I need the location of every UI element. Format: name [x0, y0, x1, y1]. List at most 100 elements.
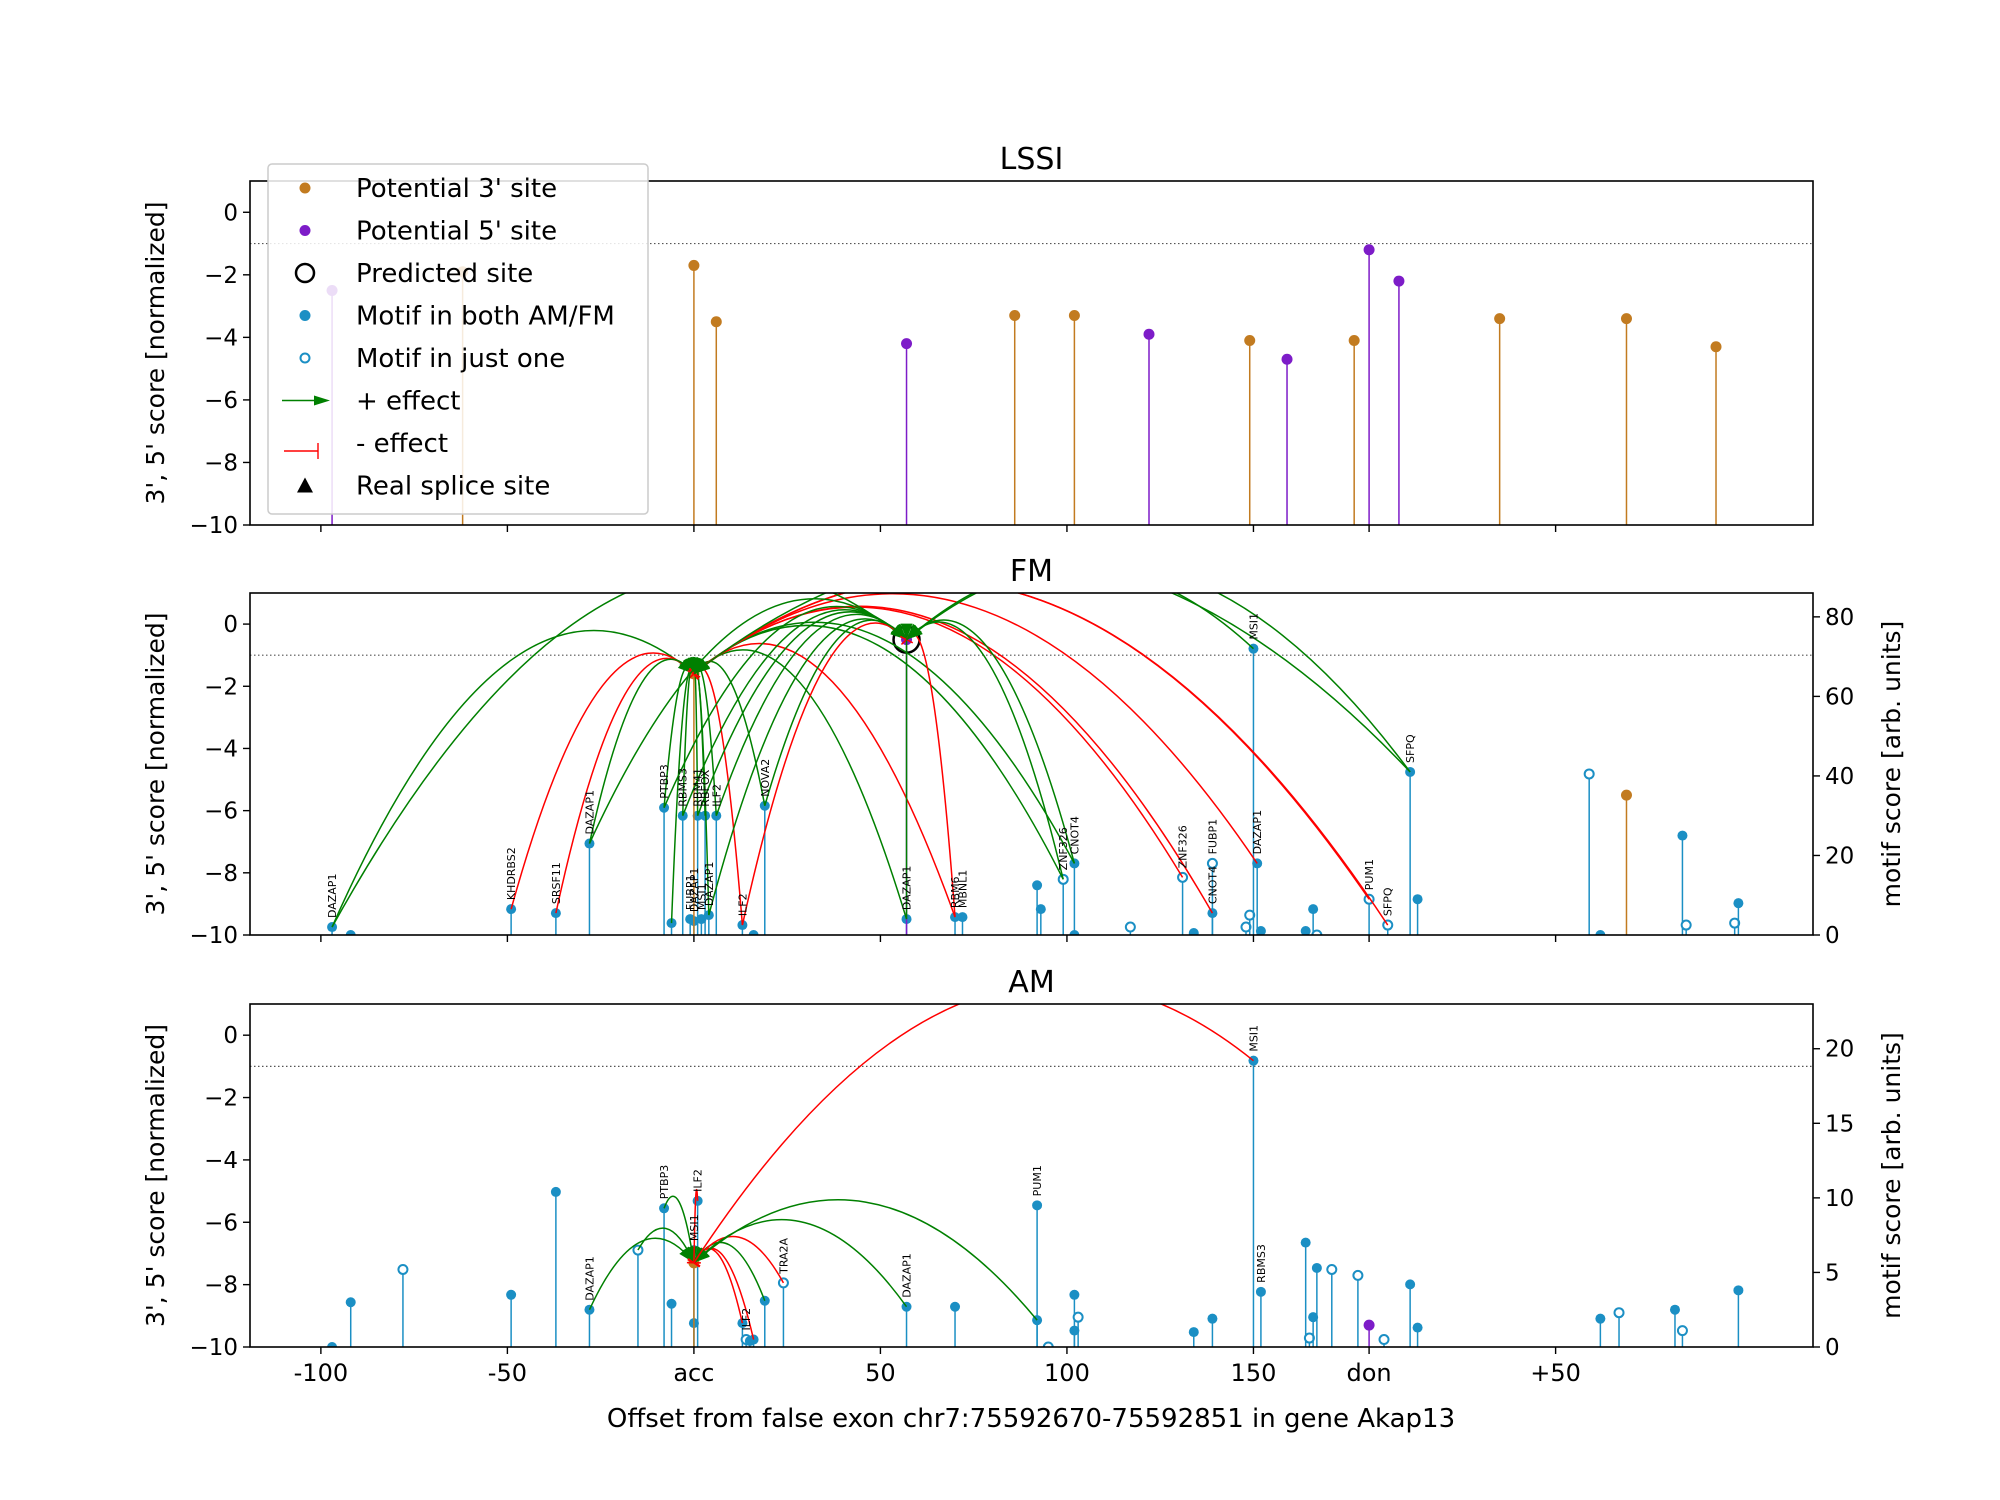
arrowhead	[693, 1247, 710, 1263]
positive-effect-arc	[588, 1237, 695, 1311]
motif-label: MBNL1	[956, 870, 969, 908]
positive-effect-arc	[764, 619, 908, 806]
negative-effect-arc	[693, 605, 1214, 914]
motif-label: CNOT4	[1068, 816, 1081, 854]
y-tick-label: 0	[223, 612, 238, 638]
y-axis-label: 3', 5' score [normalized]	[141, 613, 170, 916]
legend-label: - effect	[356, 429, 448, 459]
site-marker	[1363, 1319, 1375, 1331]
motif-marker	[748, 930, 759, 935]
motif-marker	[950, 1301, 961, 1312]
motif-marker	[1069, 930, 1080, 935]
panel-title: AM	[1008, 965, 1054, 1000]
motif-label: FUBP1	[1206, 819, 1219, 855]
y-tick-label: −8	[204, 450, 238, 476]
legend-box	[267, 163, 649, 515]
motif-marker	[1035, 904, 1046, 915]
positive-effect-arc	[715, 613, 908, 816]
motif-label: DAZAP1	[583, 790, 596, 835]
panel-am: DAZAP1 PTBP3 MSI1 ILF2 ILF2 TRA2A DAZAP1 PUM1 MS…	[141, 965, 1906, 1387]
motif-label: RBM41	[692, 768, 705, 807]
y-tick-label: 0	[223, 200, 238, 226]
y-tick-label: 0	[223, 1023, 238, 1049]
plot-area	[250, 1004, 1813, 1347]
motif-marker	[1300, 926, 1311, 935]
y2-axis-label: motif score [arb. units]	[1877, 621, 1906, 908]
motif-label: ILF2	[736, 893, 749, 916]
motif-label: KHDRBS2	[505, 847, 518, 900]
motif-label: PTBP3	[658, 764, 671, 799]
motif-label: ILF2	[710, 784, 723, 807]
motif-marker	[1412, 1322, 1423, 1333]
motif-marker-hollow	[1680, 919, 1692, 931]
motif-label: DAZAP1	[583, 1256, 596, 1301]
motif-label: DAZAP1	[901, 1253, 914, 1298]
y-axis-label: 3', 5' score [normalized]	[141, 202, 170, 505]
motif-marker	[957, 912, 968, 923]
legend-dot-icon	[299, 182, 311, 194]
site-marker	[901, 338, 913, 350]
motif-marker	[1032, 880, 1043, 891]
site-marker	[1710, 341, 1722, 353]
x-tick-label: acc	[673, 1359, 714, 1387]
negative-effect-arc	[693, 1004, 1254, 1264]
y-axis-label: 3', 5' score [normalized]	[141, 1024, 170, 1327]
motif-label: RBMS3	[677, 768, 690, 807]
motif-label: RBM6	[949, 876, 962, 908]
site-marker	[1009, 309, 1021, 321]
y-tick-label: −10	[189, 513, 238, 539]
positive-effect-arc	[708, 618, 908, 916]
motif-marker	[506, 1289, 517, 1300]
y2-tick-label: 0	[1825, 1335, 1840, 1361]
arrowhead	[891, 623, 907, 640]
motif-marker	[1405, 1279, 1416, 1290]
motif-marker-hollow	[1378, 1334, 1390, 1346]
site-marker	[1494, 313, 1506, 325]
y-tick-label: −2	[204, 1086, 238, 1112]
positive-effect-arc	[663, 1195, 695, 1263]
motif-label: ZNF326	[1177, 825, 1190, 868]
site-marker	[1244, 334, 1256, 346]
arrowhead	[906, 624, 923, 640]
negative-effect-arc	[741, 622, 908, 926]
y2-tick-label: 0	[1825, 923, 1840, 949]
motif-marker	[1311, 1262, 1322, 1273]
x-tick-label: 150	[1231, 1359, 1277, 1387]
y-tick-label: −6	[204, 388, 238, 414]
positive-effect-arc	[906, 593, 1254, 650]
motif-label: DAZAP1	[688, 868, 701, 913]
positive-effect-arc	[693, 1199, 1038, 1321]
motif-marker-hollow	[1072, 1311, 1084, 1323]
motif-marker	[345, 930, 356, 935]
motif-marker-hollow	[1240, 921, 1252, 933]
legend-label: Potential 3' site	[356, 174, 557, 204]
site-marker	[1363, 244, 1375, 256]
legend: Potential 3' site Potential 5' site Predic…	[267, 163, 649, 515]
legend-hollow-icon	[299, 352, 311, 364]
motif-marker-hollow	[1583, 768, 1595, 780]
positive-effect-arc	[693, 1219, 908, 1308]
y-tick-label: −6	[204, 1210, 238, 1236]
motif-label: SFPQ	[1404, 734, 1417, 763]
axes-frame	[249, 180, 1814, 526]
y-tick-label: −8	[204, 1273, 238, 1299]
x-axis-label: Offset from false exon chr7:75592670-755…	[607, 1404, 1455, 1434]
legend-label: Predicted site	[356, 259, 533, 289]
motif-marker-hollow	[1206, 857, 1218, 869]
site-marker	[1393, 275, 1405, 287]
site-marker	[1068, 309, 1080, 321]
legend-dot-icon	[299, 225, 311, 236]
motif-label: TRA2A	[777, 1237, 790, 1274]
y-tick-label: −10	[189, 923, 238, 949]
y2-tick-label: 15	[1825, 1111, 1854, 1137]
legend-label: Real splice site	[356, 472, 550, 502]
positive-effect-arc	[906, 593, 1411, 773]
y-tick-label: −10	[189, 1335, 238, 1361]
negative-effect-arc	[693, 642, 956, 918]
panel-lssi: LSSI 0 −2 −4 −6 −8 −10 3', 5' score [normalized…	[141, 142, 1814, 539]
motif-marker	[696, 914, 707, 925]
y-tick-label: −4	[204, 736, 238, 762]
motif-marker	[1255, 926, 1266, 935]
site-marker	[688, 259, 700, 271]
motif-label: MSI1	[1247, 613, 1260, 640]
